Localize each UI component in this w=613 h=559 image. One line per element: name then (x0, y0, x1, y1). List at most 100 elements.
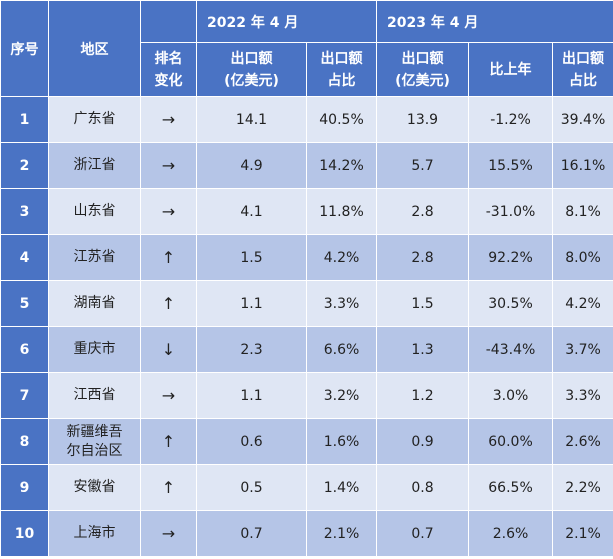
rank-change-icon: ↑ (140, 464, 197, 511)
row-share-2023: 4.2% (552, 280, 613, 327)
header-share-2022-line1: 出口额 (320, 50, 363, 67)
row-export-2023: 1.2 (376, 372, 470, 419)
row-share-2022: 3.3% (305, 280, 378, 327)
row-export-2023: 0.7 (376, 510, 470, 557)
row-export-2022: 2.3 (196, 326, 307, 373)
rank-change-icon: → (140, 142, 197, 189)
row-export-2023: 1.5 (376, 280, 470, 327)
row-region: 江西省 (48, 372, 141, 419)
header-year-2023: 2023 年 4 月 (376, 0, 613, 43)
row-export-2022: 1.1 (196, 280, 307, 327)
row-export-2023: 2.8 (376, 188, 470, 235)
row-share-2022: 40.5% (305, 96, 378, 143)
row-index: 5 (0, 280, 49, 327)
row-yoy: 66.5% (468, 464, 554, 511)
row-region: 山东省 (48, 188, 141, 235)
row-export-2022: 0.6 (196, 418, 307, 465)
row-export-2023: 0.9 (376, 418, 470, 465)
table-row: 1 广东省 → 14.1 40.5% 13.9 -1.2% 39.4% (0, 96, 613, 143)
header-export-value-2023-line1: 出口额 (401, 50, 444, 67)
row-export-2022: 0.5 (196, 464, 307, 511)
header-rank-change-line1: 排名 (154, 50, 183, 67)
table-row: 5 湖南省 ↑ 1.1 3.3% 1.5 30.5% 4.2% (0, 280, 613, 327)
header-blank (140, 0, 197, 43)
row-share-2023: 2.6% (552, 418, 613, 465)
rank-change-icon: → (140, 510, 197, 557)
row-share-2022: 4.2% (305, 234, 378, 281)
row-index: 10 (0, 510, 49, 557)
row-yoy: 92.2% (468, 234, 554, 281)
header-export-value-2022: 出口额 (亿美元) (196, 42, 307, 97)
row-share-2023: 8.0% (552, 234, 613, 281)
row-export-2022: 14.1 (196, 96, 307, 143)
header-share-2023-line2: 占比 (569, 72, 598, 89)
header-share-2022: 出口额 占比 (305, 42, 378, 97)
row-export-2023: 13.9 (376, 96, 470, 143)
row-index: 2 (0, 142, 49, 189)
row-share-2023: 2.1% (552, 510, 613, 557)
header-index: 序号 (0, 0, 49, 97)
row-export-2023: 2.8 (376, 234, 470, 281)
row-export-2023: 0.8 (376, 464, 470, 511)
row-share-2022: 2.1% (305, 510, 378, 557)
rank-change-icon: → (140, 96, 197, 143)
header-export-value-2023: 出口额 (亿美元) (376, 42, 470, 97)
row-index: 7 (0, 372, 49, 419)
row-share-2023: 3.7% (552, 326, 613, 373)
row-region-text: 新疆维吾尔自治区 (66, 423, 123, 459)
row-share-2023: 8.1% (552, 188, 613, 235)
table-row: 6 重庆市 ↓ 2.3 6.6% 1.3 -43.4% 3.7% (0, 326, 613, 373)
row-share-2023: 2.2% (552, 464, 613, 511)
rank-change-icon: ↑ (140, 418, 197, 465)
row-yoy: 2.6% (468, 510, 554, 557)
header-rank-change-line2: 变化 (154, 72, 183, 89)
header-rank-change: 排名 变化 (140, 42, 197, 97)
row-yoy: 60.0% (468, 418, 554, 465)
row-region: 安徽省 (48, 464, 141, 511)
row-export-2023: 5.7 (376, 142, 470, 189)
header-yoy: 比上年 (468, 42, 554, 97)
row-share-2022: 6.6% (305, 326, 378, 373)
row-yoy: -1.2% (468, 96, 554, 143)
row-yoy: 15.5% (468, 142, 554, 189)
row-region: 重庆市 (48, 326, 141, 373)
row-share-2022: 11.8% (305, 188, 378, 235)
row-index: 8 (0, 418, 49, 465)
row-index: 9 (0, 464, 49, 511)
row-index: 4 (0, 234, 49, 281)
row-share-2023: 39.4% (552, 96, 613, 143)
header-share-2023: 出口额 占比 (552, 42, 613, 97)
row-region: 浙江省 (48, 142, 141, 189)
row-share-2023: 3.3% (552, 372, 613, 419)
row-export-2022: 0.7 (196, 510, 307, 557)
row-share-2022: 3.2% (305, 372, 378, 419)
table-row: 3 山东省 → 4.1 11.8% 2.8 -31.0% 8.1% (0, 188, 613, 235)
row-yoy: 3.0% (468, 372, 554, 419)
table-row: 8 新疆维吾尔自治区 ↑ 0.6 1.6% 0.9 60.0% 2.6% (0, 418, 613, 465)
rank-change-icon: → (140, 372, 197, 419)
header-year-2022: 2022 年 4 月 (195, 0, 378, 43)
header-export-value-2022-line2: (亿美元) (224, 72, 279, 89)
row-export-2022: 4.1 (196, 188, 307, 235)
header-export-value-2023-line2: (亿美元) (395, 72, 450, 89)
row-region: 湖南省 (48, 280, 141, 327)
header-export-value-2022-line1: 出口额 (230, 50, 273, 67)
row-share-2023: 16.1% (552, 142, 613, 189)
row-region: 江苏省 (48, 234, 141, 281)
row-region: 新疆维吾尔自治区 (48, 418, 141, 465)
header-region: 地区 (48, 0, 141, 97)
row-index: 3 (0, 188, 49, 235)
row-index: 1 (0, 96, 49, 143)
row-share-2022: 14.2% (305, 142, 378, 189)
row-export-2022: 1.5 (196, 234, 307, 281)
row-yoy: -43.4% (468, 326, 554, 373)
row-region: 上海市 (48, 510, 141, 557)
row-yoy: 30.5% (468, 280, 554, 327)
row-region: 广东省 (48, 96, 141, 143)
rank-change-icon: ↑ (140, 234, 197, 281)
table-row: 7 江西省 → 1.1 3.2% 1.2 3.0% 3.3% (0, 372, 613, 419)
table-row: 4 江苏省 ↑ 1.5 4.2% 2.8 92.2% 8.0% (0, 234, 613, 281)
row-export-2022: 1.1 (196, 372, 307, 419)
table-row: 9 安徽省 ↑ 0.5 1.4% 0.8 66.5% 2.2% (0, 464, 613, 511)
